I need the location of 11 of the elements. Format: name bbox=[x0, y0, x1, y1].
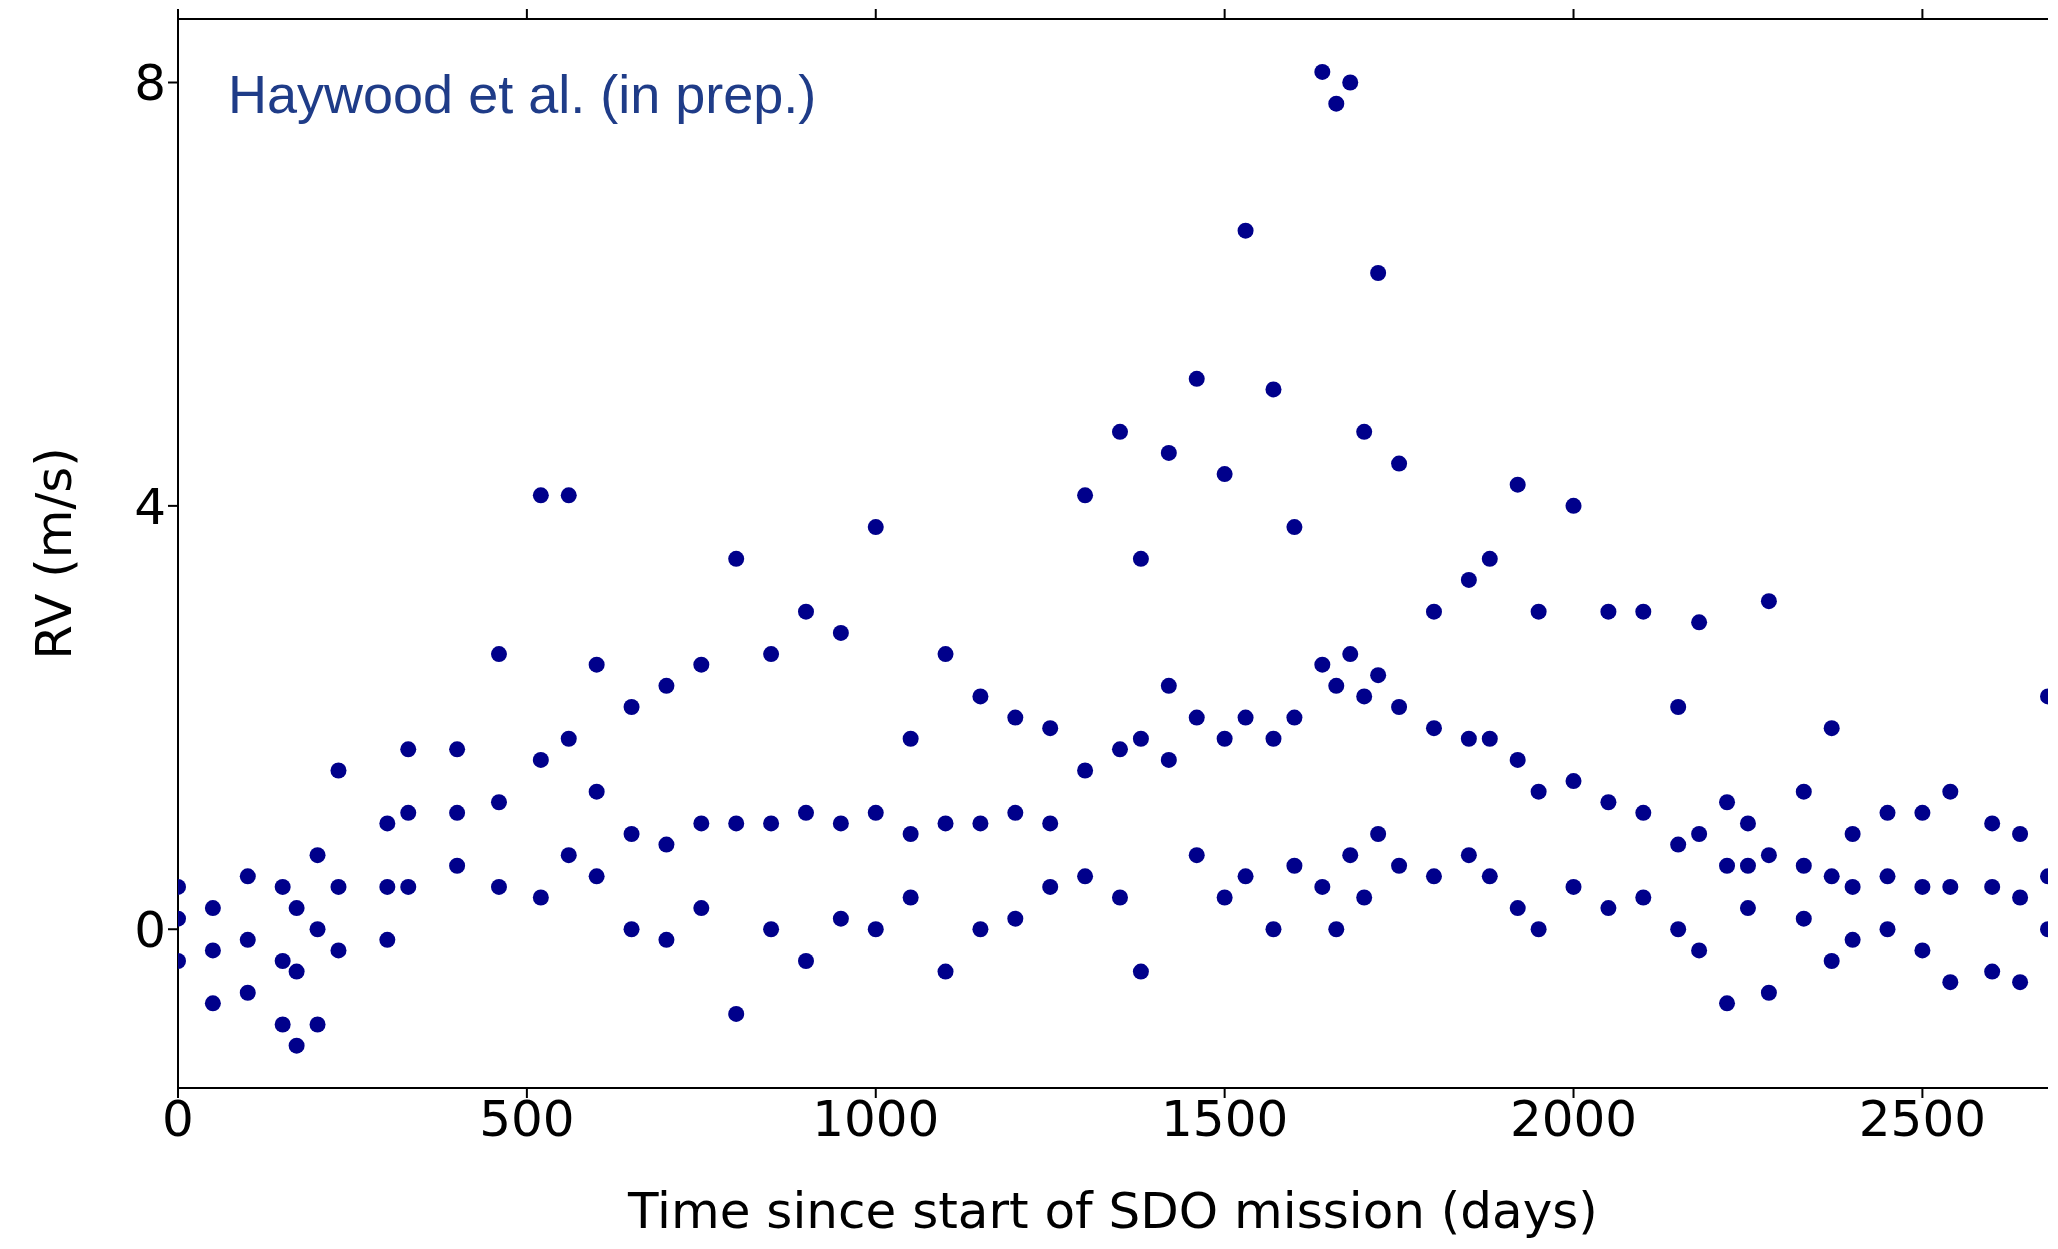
annotation: Haywood et al. (in prep.) bbox=[228, 63, 817, 125]
y-axis-title: RV (m/s) bbox=[24, 447, 83, 660]
x-tick-label: 1500 bbox=[1161, 1089, 1289, 1148]
y-tick-label: 4 bbox=[134, 477, 166, 536]
x-axis-title: Time since start of SDO mission (days) bbox=[627, 1182, 1598, 1240]
x-tick-label: 2000 bbox=[1509, 1089, 1638, 1148]
y-tick-label: 8 bbox=[134, 54, 166, 113]
x-tick-label: 2500 bbox=[1858, 1089, 1987, 1148]
x-tick-label: 1000 bbox=[812, 1089, 940, 1148]
y-tick-label: 0 bbox=[134, 900, 166, 959]
x-tick-label: 500 bbox=[479, 1089, 575, 1148]
